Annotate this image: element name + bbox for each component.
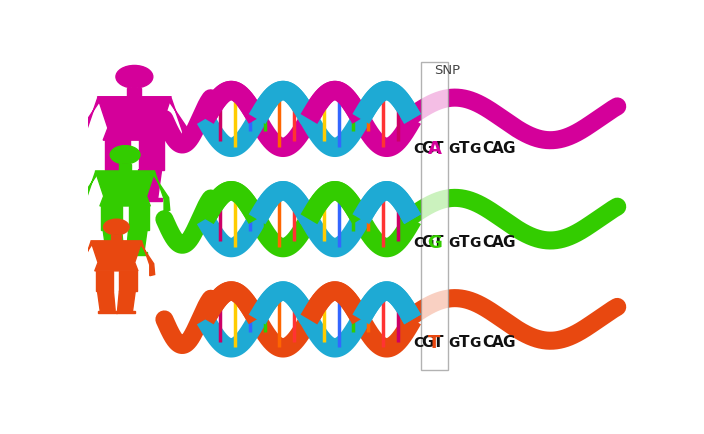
Text: G: G (422, 335, 434, 350)
Text: A: A (492, 141, 504, 157)
Polygon shape (125, 252, 147, 255)
Text: SNP: SNP (434, 64, 460, 77)
Text: T: T (459, 335, 469, 350)
Text: G: G (503, 235, 515, 250)
Polygon shape (80, 99, 101, 132)
Polygon shape (98, 311, 117, 313)
Text: A: A (492, 235, 504, 250)
Polygon shape (127, 88, 142, 97)
Polygon shape (153, 172, 169, 199)
Polygon shape (150, 264, 155, 276)
Text: G: G (470, 336, 481, 350)
Polygon shape (91, 241, 142, 271)
Bar (422, 62, 448, 370)
Text: G: G (422, 141, 434, 157)
Polygon shape (95, 171, 155, 206)
Text: T: T (432, 235, 443, 250)
Polygon shape (105, 140, 130, 170)
Text: C: C (413, 336, 423, 350)
Text: C: C (482, 335, 494, 350)
Polygon shape (136, 170, 162, 197)
Circle shape (111, 146, 140, 164)
Polygon shape (140, 242, 153, 265)
Text: G: G (503, 335, 515, 350)
Text: G: G (448, 142, 460, 156)
Text: A: A (492, 335, 504, 350)
Polygon shape (80, 197, 86, 212)
Polygon shape (182, 130, 189, 147)
Text: T: T (459, 235, 469, 250)
Polygon shape (78, 264, 83, 276)
Polygon shape (134, 197, 162, 201)
Polygon shape (129, 206, 149, 230)
Text: G: G (503, 141, 515, 157)
Polygon shape (79, 242, 93, 265)
Polygon shape (96, 271, 113, 291)
Text: G: G (422, 235, 434, 250)
Text: G: G (470, 236, 481, 250)
Text: C: C (482, 235, 494, 250)
Polygon shape (79, 130, 86, 147)
Circle shape (116, 66, 153, 88)
Polygon shape (101, 206, 122, 230)
Polygon shape (118, 291, 135, 311)
Text: G: G (470, 142, 481, 156)
Polygon shape (82, 172, 98, 199)
Polygon shape (98, 291, 115, 311)
Text: T: T (432, 141, 443, 157)
Polygon shape (103, 230, 124, 252)
Text: C: C (413, 142, 423, 156)
Text: G: G (448, 236, 460, 250)
Polygon shape (111, 235, 121, 241)
Polygon shape (115, 311, 135, 313)
Text: C: C (482, 141, 494, 157)
Text: T: T (432, 335, 443, 350)
Polygon shape (107, 197, 135, 201)
Polygon shape (168, 99, 188, 132)
Polygon shape (103, 252, 126, 255)
Polygon shape (139, 140, 164, 170)
Polygon shape (120, 164, 131, 171)
Text: C: C (413, 236, 423, 250)
Text: A: A (427, 140, 441, 158)
Polygon shape (127, 230, 147, 252)
Polygon shape (107, 170, 132, 197)
Polygon shape (164, 197, 170, 212)
Text: T: T (459, 141, 469, 157)
Text: G: G (427, 233, 442, 252)
Polygon shape (119, 271, 137, 291)
Text: T: T (428, 334, 441, 352)
Text: G: G (448, 336, 460, 350)
Circle shape (103, 219, 129, 235)
Polygon shape (97, 97, 171, 140)
